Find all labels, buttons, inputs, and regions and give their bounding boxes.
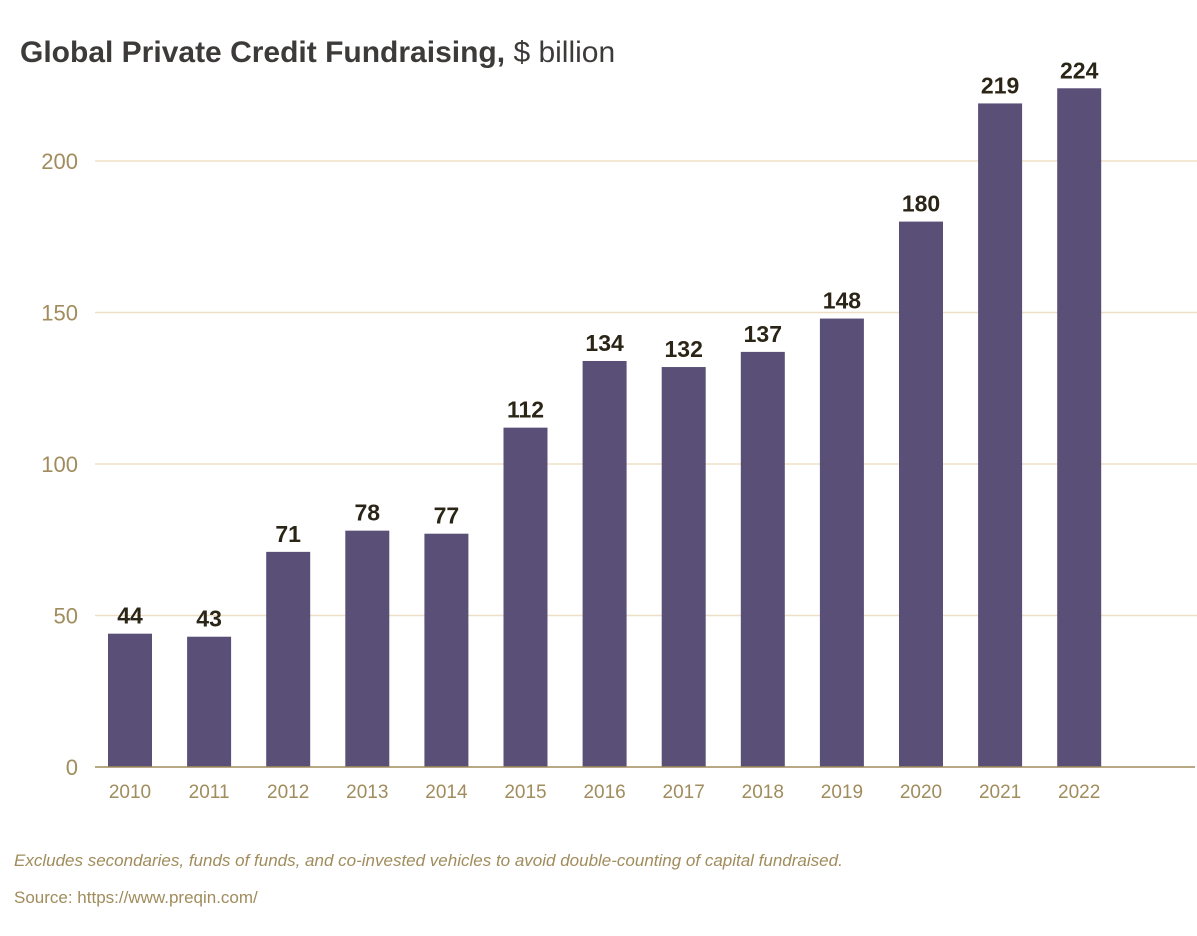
value-label-2020: 180 (902, 191, 940, 217)
x-axis-ticks: 2010 2011 2012 2013 2014 2015 2016 2017 2018 2019… (109, 782, 1100, 803)
x-tick-label-2013: 2013 (346, 782, 388, 803)
bar-2013 (345, 530, 390, 767)
x-tick-label-2017: 2017 (663, 782, 705, 803)
bar-2015 (503, 427, 548, 767)
x-tick-label-2015: 2015 (504, 782, 546, 803)
x-tick-label-2021: 2021 (979, 782, 1021, 803)
y-tick-label: 100 (41, 452, 78, 477)
value-label-2015: 112 (507, 397, 544, 423)
y-tick-label: 150 (41, 301, 78, 326)
value-label-2012: 71 (275, 521, 301, 547)
value-label-2018: 137 (744, 321, 782, 347)
x-tick-label-2012: 2012 (267, 782, 309, 803)
x-tick-label-2016: 2016 (583, 782, 625, 803)
bar-2014 (424, 533, 469, 767)
y-tick-label: 200 (41, 149, 78, 174)
x-tick-label-2020: 2020 (900, 782, 942, 803)
x-tick-label-2019: 2019 (821, 782, 863, 803)
value-label-2016: 134 (585, 330, 624, 356)
bar-2011 (187, 636, 232, 767)
gridlines (95, 160, 1197, 617)
value-label-2014: 77 (434, 503, 460, 529)
bar-chart: 0 50 100 150 200 44 43 71 78 77 112 134 132 137 148 18… (41, 57, 1197, 803)
y-axis-ticks: 0 50 100 150 200 (41, 149, 78, 780)
x-tick-label-2011: 2011 (189, 782, 230, 803)
bar-2022 (1057, 88, 1102, 767)
value-label-2017: 132 (665, 336, 703, 362)
value-label-2019: 148 (823, 288, 862, 314)
bar-2017 (661, 367, 706, 767)
bar-2016 (582, 360, 627, 767)
bars (108, 88, 1102, 768)
y-tick-label: 50 (54, 604, 78, 629)
value-labels: 44 43 71 78 77 112 134 132 137 148 180 219 224 (117, 57, 1098, 631)
bar-2010 (108, 633, 152, 767)
value-label-2010: 44 (117, 603, 143, 629)
value-label-2021: 219 (981, 72, 1019, 98)
chart-title: Global Private Credit Fundraising, $ bil… (20, 36, 615, 70)
x-tick-label-2018: 2018 (742, 782, 784, 803)
chart-title-main: Global Private Credit Fundraising, (20, 36, 506, 69)
source-note: Source: https://www.preqin.com/ (14, 888, 258, 907)
bar-2021 (978, 103, 1023, 768)
x-tick-label-2022: 2022 (1058, 782, 1100, 803)
bar-2012 (266, 551, 311, 767)
bar-2019 (819, 318, 864, 767)
value-label-2011: 43 (196, 606, 222, 632)
bar-2018 (740, 351, 785, 767)
value-label-2013: 78 (355, 500, 381, 526)
bar-2020 (899, 221, 943, 768)
x-tick-label-2014: 2014 (425, 782, 468, 803)
y-tick-label: 0 (66, 755, 78, 780)
footnote: Excludes secondaries, funds of funds, an… (14, 851, 843, 870)
value-label-2022: 224 (1060, 57, 1099, 83)
chart-title-unit: $ billion (513, 36, 616, 69)
x-tick-label-2010: 2010 (109, 782, 151, 803)
